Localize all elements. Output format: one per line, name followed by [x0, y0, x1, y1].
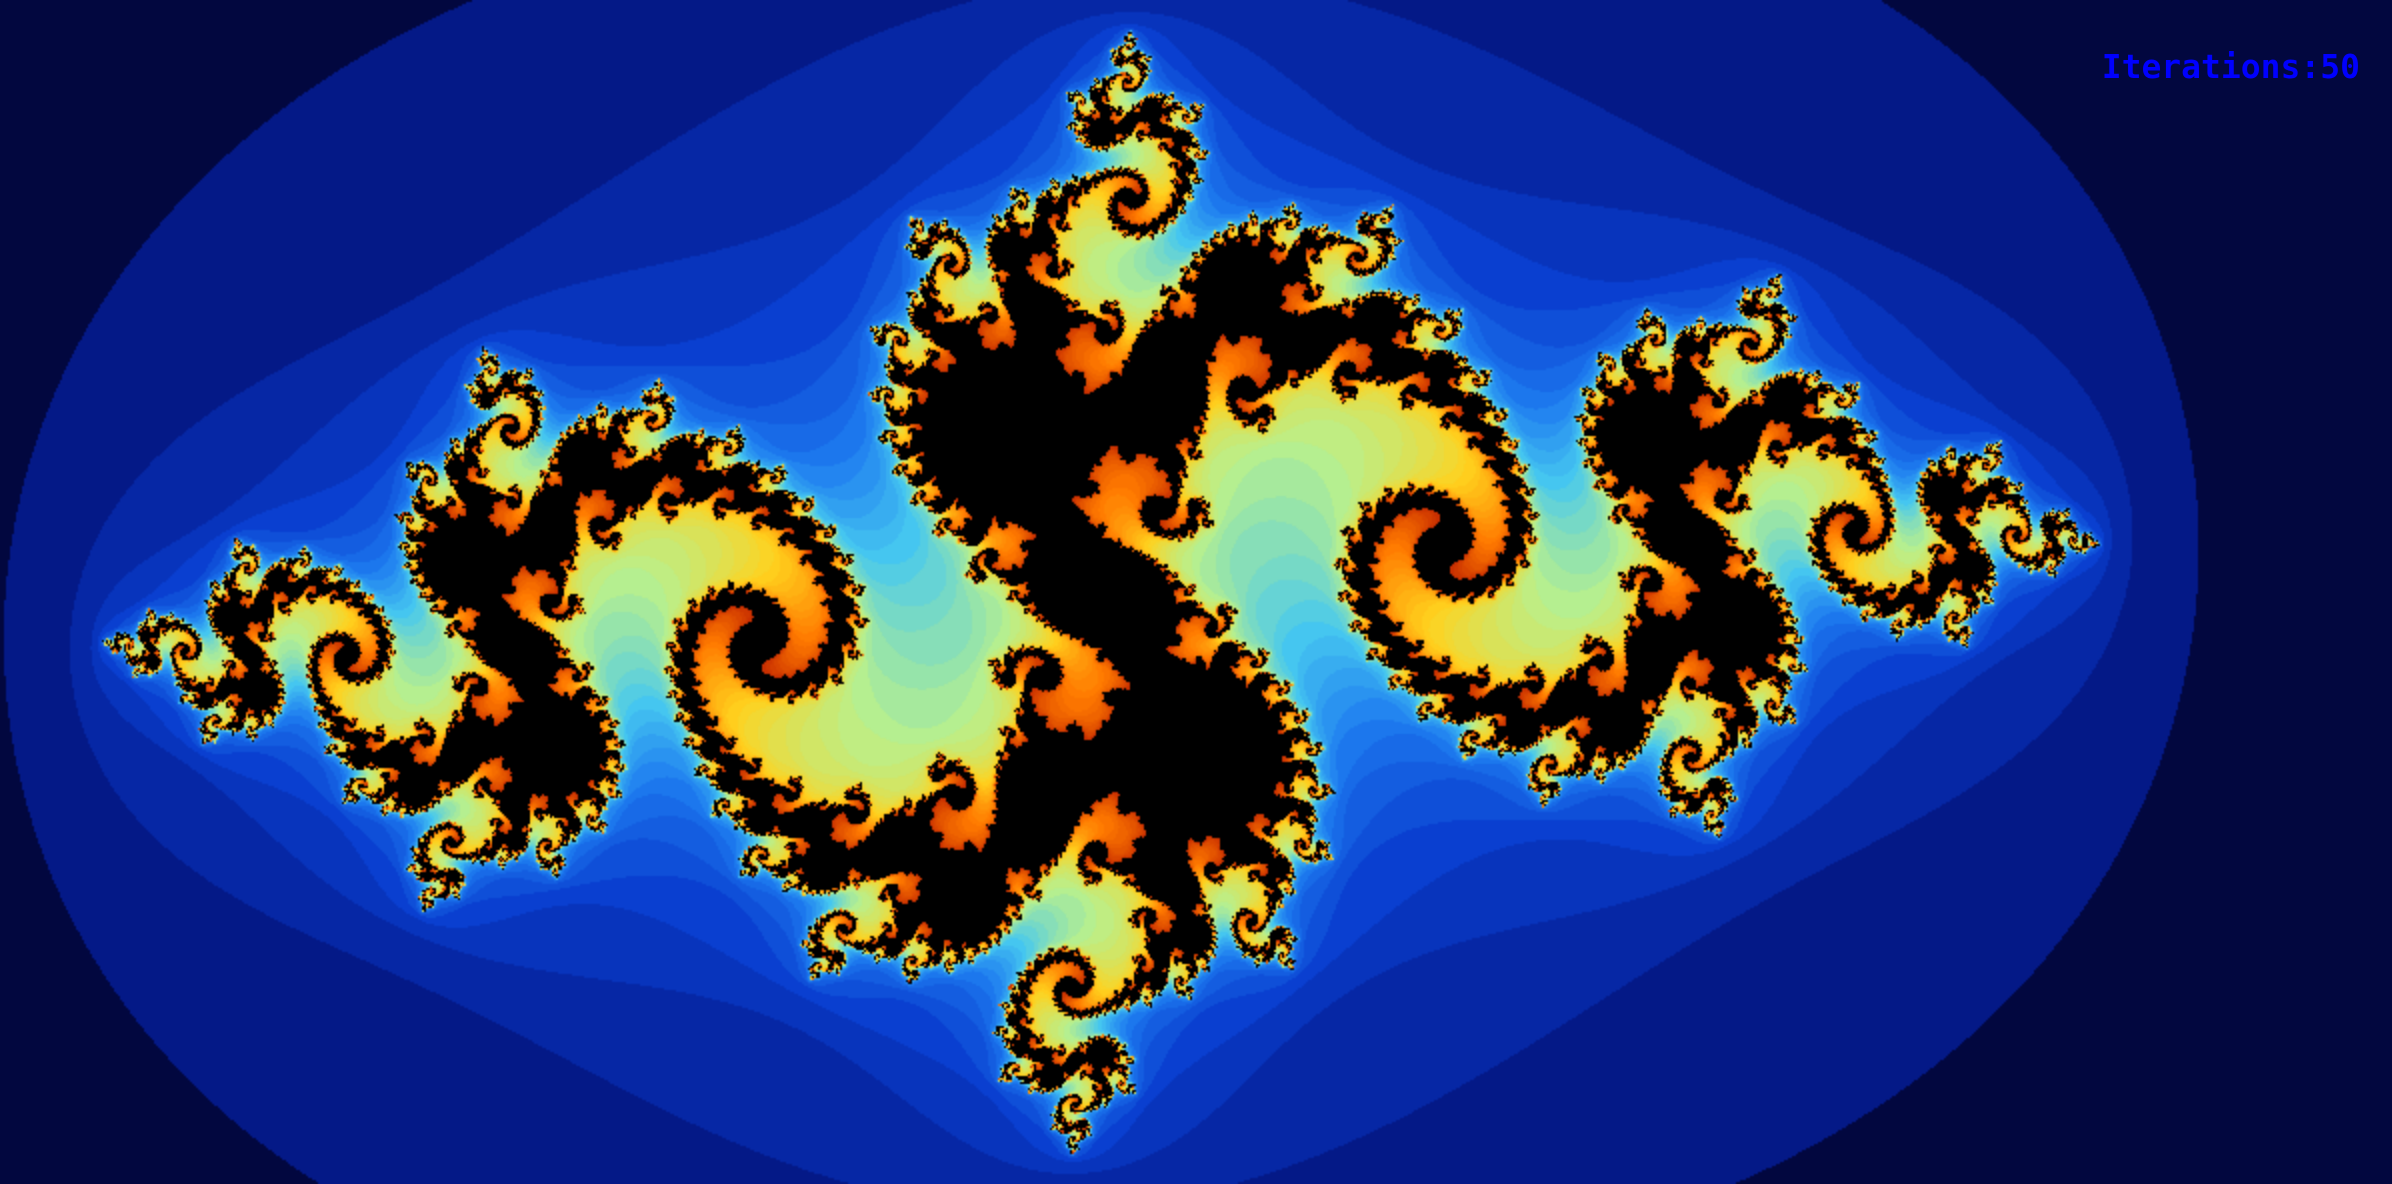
iterations-value: 50	[2320, 47, 2360, 86]
iterations-label: Iterations:	[2101, 47, 2321, 86]
iterations-readout: Iterations:50	[2102, 50, 2360, 83]
